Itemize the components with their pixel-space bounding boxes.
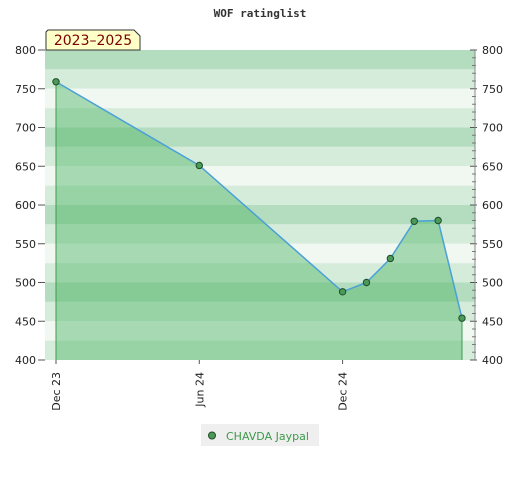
y-tick-label-left: 750 — [15, 83, 36, 96]
period-label: 2023–2025 — [54, 33, 132, 49]
y-tick-label-right: 750 — [482, 83, 503, 96]
grid-band — [45, 205, 475, 225]
grid-band — [45, 224, 475, 244]
y-axis-right: 400 450 500 550 600 650 700 750 800 — [470, 44, 503, 367]
data-point — [195, 161, 203, 170]
period-badge: 2023–2025 — [45, 29, 141, 51]
x-tick-label: Jun 24 — [193, 372, 206, 408]
grid-band — [45, 50, 475, 70]
x-axis: Dec 23 Jun 24 Dec 24 — [50, 360, 350, 411]
grid-band — [45, 108, 475, 128]
data-point — [434, 216, 442, 225]
grid-band — [45, 340, 475, 360]
data-point — [52, 78, 60, 86]
area-fill — [56, 81, 462, 361]
y-tick-label-right: 600 — [482, 199, 503, 212]
legend-entry: CHAVDA Jaypal — [226, 430, 309, 443]
y-tick-label-left: 500 — [15, 277, 36, 290]
background-bands — [45, 50, 475, 360]
series-line — [55, 81, 463, 319]
x-tick-label: Dec 24 — [337, 372, 350, 411]
grid-band — [45, 282, 475, 302]
data-point — [410, 217, 418, 225]
y-axis-left: 400 450 500 550 600 650 700 750 800 — [15, 44, 45, 367]
y-tick-label-right: 800 — [482, 44, 503, 57]
y-tick-label-left: 600 — [15, 199, 36, 212]
y-tick-label-right: 500 — [482, 277, 503, 290]
y-tick-label-right: 550 — [482, 238, 503, 251]
grid-band — [45, 88, 475, 109]
x-tick-label: Dec 23 — [50, 372, 63, 411]
grid-band — [45, 263, 475, 283]
grid-band — [45, 185, 475, 205]
y-tick-label-left: 550 — [15, 238, 36, 251]
grid-band — [45, 146, 475, 167]
grid-band — [45, 166, 475, 186]
legend-marker — [208, 431, 216, 440]
data-point — [458, 314, 466, 322]
grid-band — [45, 321, 475, 341]
y-tick-label-left: 650 — [15, 160, 36, 173]
y-tick-label-left: 700 — [15, 122, 36, 135]
y-tick-label-left: 800 — [15, 44, 36, 57]
grid-band — [45, 69, 475, 89]
data-point — [362, 278, 371, 287]
grid-band — [45, 127, 475, 147]
data-point — [338, 288, 347, 296]
y-tick-label-right: 700 — [482, 122, 503, 135]
series-points — [52, 78, 466, 322]
y-tick-label-left: 400 — [15, 354, 36, 367]
y-tick-label-right: 450 — [482, 315, 503, 328]
legend: CHAVDA Jaypal — [201, 424, 319, 446]
data-point — [386, 254, 395, 263]
grid-band — [45, 301, 475, 322]
y-tick-label-right: 650 — [482, 160, 503, 173]
chart-title: WOF ratinglist — [214, 7, 307, 20]
y-tick-label-right: 400 — [482, 354, 503, 367]
series-area — [55, 81, 463, 361]
grid-band — [45, 243, 475, 264]
y-tick-label-left: 450 — [15, 315, 36, 328]
